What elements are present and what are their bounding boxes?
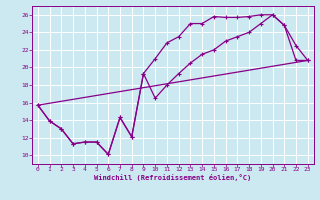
X-axis label: Windchill (Refroidissement éolien,°C): Windchill (Refroidissement éolien,°C) [94,174,252,181]
